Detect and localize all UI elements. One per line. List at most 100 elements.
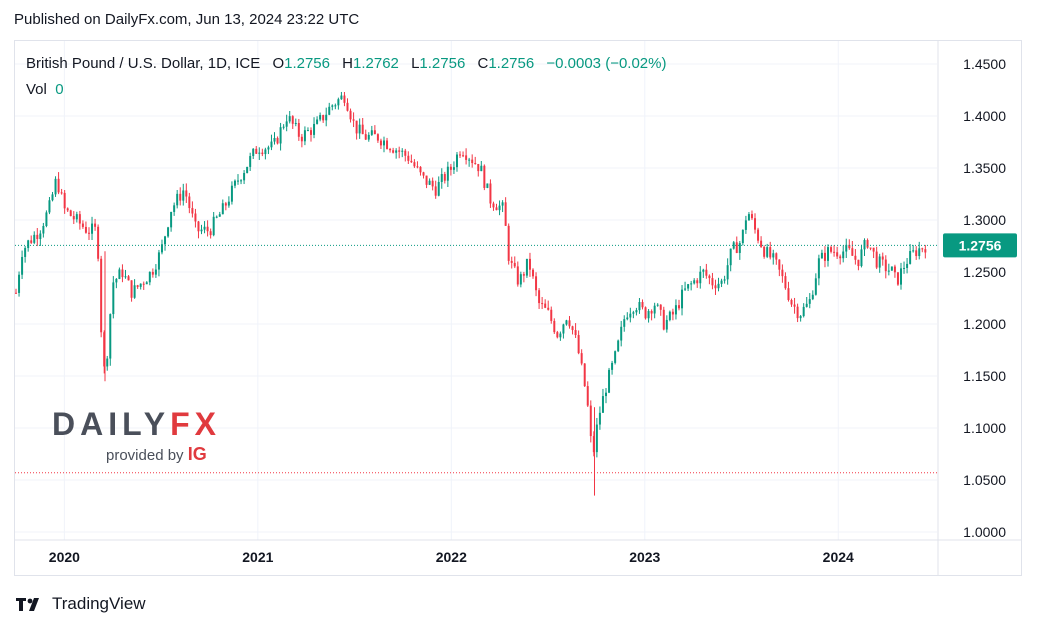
candle-body — [741, 229, 744, 244]
candle-body — [823, 252, 826, 261]
candle-body — [106, 358, 109, 367]
candle-body — [541, 303, 544, 305]
candle-body — [677, 305, 680, 309]
candle-body — [574, 330, 577, 336]
candle-body — [860, 249, 863, 267]
candle-body — [501, 202, 504, 206]
candle-body — [291, 116, 294, 124]
candle-body — [425, 175, 428, 185]
x-tick-label: 2021 — [242, 549, 273, 565]
candle-body — [145, 282, 148, 285]
candle-body — [471, 159, 474, 164]
candle-body — [221, 203, 224, 215]
candle-body — [179, 193, 182, 201]
candle-body — [188, 196, 191, 209]
x-tick-label: 2024 — [823, 549, 854, 565]
candle-body — [437, 181, 440, 196]
logo-fx: FX — [170, 406, 221, 442]
candle-body — [252, 148, 255, 157]
candle-body — [468, 159, 471, 161]
candle-body — [240, 180, 243, 182]
candle-body — [617, 340, 620, 352]
candle-body — [124, 276, 127, 278]
candle-body — [839, 256, 842, 259]
candle-body — [285, 121, 288, 127]
candle-body — [352, 119, 355, 121]
y-tick-label: 1.0500 — [963, 472, 1006, 488]
dailyfx-logo: DAILYFX provided by IG — [52, 406, 221, 464]
x-tick-label: 2022 — [436, 549, 467, 565]
candle-body — [641, 302, 644, 308]
candle-body — [21, 256, 24, 275]
candle-body — [465, 155, 468, 160]
candle-body — [577, 335, 580, 354]
candle-body — [903, 267, 906, 269]
candle-body — [243, 173, 246, 181]
candle-body — [401, 150, 404, 152]
candle-body — [878, 256, 881, 268]
candle-body — [373, 130, 376, 135]
candle-body — [690, 283, 693, 285]
candle-body — [118, 269, 121, 279]
tradingview-brand[interactable]: TradingView — [16, 594, 146, 614]
high-label: H — [342, 55, 354, 72]
candle-body — [443, 174, 446, 181]
candle-body — [851, 248, 854, 256]
y-tick-label: 1.3500 — [963, 160, 1006, 176]
candle-body — [513, 262, 516, 267]
change-value: −0.0003 (−0.02%) — [546, 55, 667, 72]
candle-body — [422, 172, 425, 176]
candle-body — [407, 155, 410, 161]
candle-body — [297, 122, 300, 137]
candle-body — [906, 263, 909, 268]
candle-body — [170, 211, 173, 228]
candle-body — [702, 269, 705, 272]
candle-body — [553, 320, 556, 333]
candle-body — [160, 244, 163, 253]
candle-body — [833, 251, 836, 253]
y-tick-label: 1.2500 — [963, 264, 1006, 280]
candle-body — [875, 251, 878, 268]
published-timestamp: Published on DailyFx.com, Jun 13, 2024 2… — [14, 11, 360, 28]
candle-body — [525, 258, 528, 276]
y-tick-label: 1.2000 — [963, 316, 1006, 332]
candle-body — [811, 294, 814, 300]
candle-body — [805, 303, 808, 307]
candle-body — [191, 208, 194, 214]
candle-body — [687, 284, 690, 289]
candle-body — [881, 256, 884, 260]
candle-body — [699, 271, 702, 284]
candle-body — [343, 95, 346, 103]
candle-body — [799, 316, 802, 319]
candle-body — [556, 332, 559, 338]
candle-body — [322, 115, 325, 121]
candle-body — [793, 304, 796, 307]
tradingview-logo-icon — [16, 598, 39, 611]
candle-body — [419, 166, 422, 173]
candle-body — [535, 276, 538, 291]
candle-body — [884, 259, 887, 272]
candle-body — [431, 180, 434, 187]
candle-body — [714, 285, 717, 289]
volume-value: 0 — [55, 81, 64, 98]
candle-body — [814, 278, 817, 295]
candle-body — [121, 269, 124, 278]
candle-body — [562, 324, 565, 334]
candle-body — [434, 186, 437, 196]
candle-body — [559, 333, 562, 338]
chart-frame[interactable] — [14, 40, 1022, 576]
candle-body — [273, 137, 276, 142]
candle-body — [176, 193, 179, 206]
candle-body — [337, 99, 340, 106]
candle-body — [586, 386, 589, 406]
candle-body — [820, 252, 823, 259]
candle-body — [382, 140, 385, 146]
candle-body — [665, 319, 668, 330]
candle-body — [604, 392, 607, 397]
candle-body — [328, 106, 331, 115]
candle-body — [446, 166, 449, 181]
candle-body — [650, 311, 653, 314]
candle-body — [912, 250, 915, 252]
candle-body — [197, 221, 200, 232]
